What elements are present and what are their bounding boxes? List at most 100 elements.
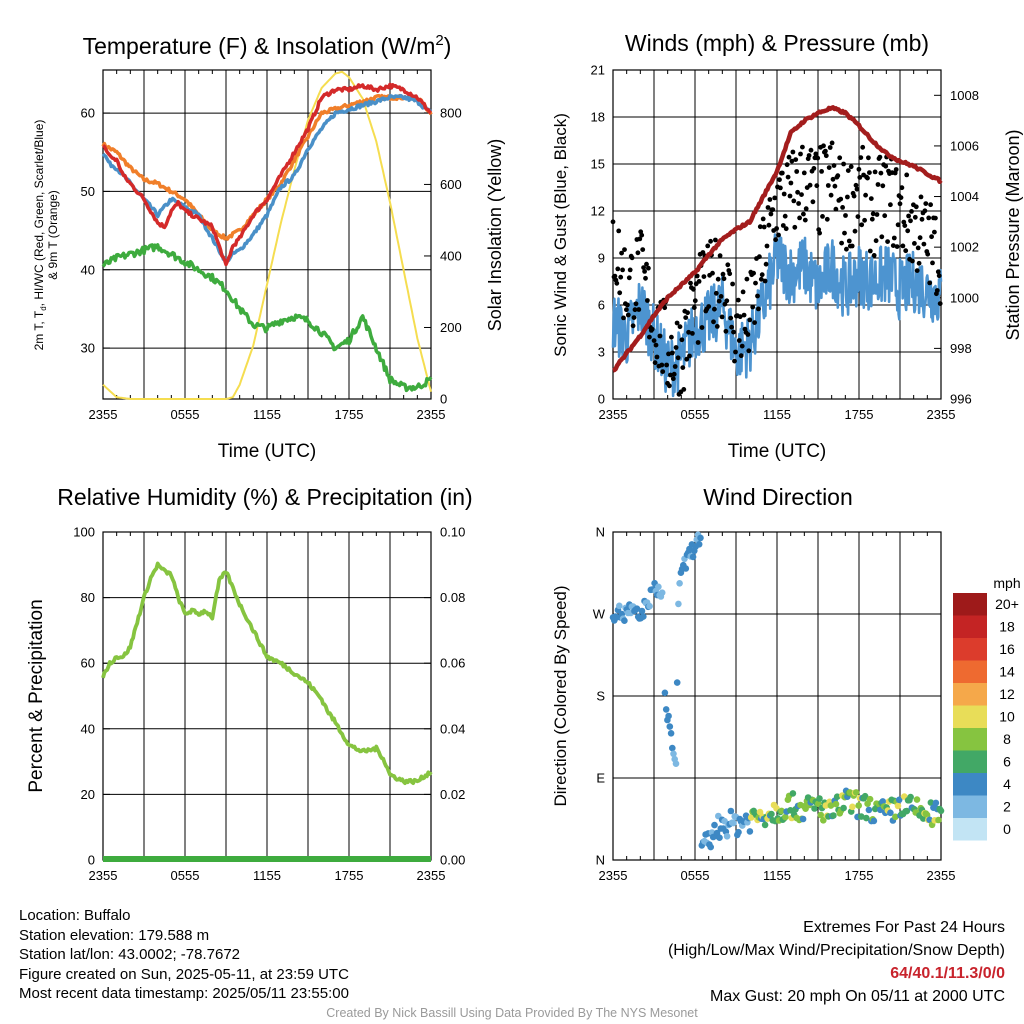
wind-gust-point: [645, 298, 650, 303]
wind-gust-point: [671, 371, 677, 377]
dir-point: [655, 583, 662, 591]
wind-gust-point: [687, 353, 692, 359]
dir-point: [895, 796, 903, 804]
legend-label: 12: [999, 686, 1015, 702]
wind-gust-point: [856, 166, 862, 172]
wind-gust-point: [764, 243, 770, 249]
wind-gust-point: [737, 314, 743, 320]
wind-gust-point: [867, 248, 873, 254]
wind-gust-point: [800, 144, 805, 150]
wind-gust-point: [630, 323, 636, 329]
dir-point: [673, 679, 681, 686]
wind-gust-point: [937, 301, 943, 306]
legend-swatch: [953, 638, 987, 661]
wind-gust-point: [897, 201, 903, 207]
temp-series-2m-t: [102, 82, 432, 267]
wind-gust-point: [828, 192, 834, 198]
wind-gust-point: [855, 214, 861, 220]
wind-gust-point: [750, 304, 756, 310]
wind-gust-point: [625, 302, 630, 308]
wind-gust-point: [746, 348, 752, 354]
legend-label: 16: [999, 641, 1015, 657]
wind-gust-point: [741, 312, 747, 318]
location-text: Location: Buffalo: [19, 907, 131, 924]
wind-gust-point: [736, 338, 742, 343]
wind-gust-point: [877, 154, 883, 160]
wind-gust-point: [776, 232, 781, 238]
wind-gust-point: [801, 211, 806, 217]
wind-gust-point: [923, 201, 929, 207]
wind-gust-point: [757, 254, 762, 260]
legend-label: 10: [999, 709, 1015, 725]
wind-ytick-label: 21: [591, 63, 605, 78]
dir-point: [782, 813, 789, 821]
temp-ytick-right-label: 800: [440, 105, 462, 120]
wind-gust-point: [659, 362, 665, 368]
rh-ytick-label: 20: [81, 787, 95, 802]
wind-gust-point: [731, 329, 736, 335]
wind-gust-point: [635, 250, 641, 256]
wind-gust-point: [932, 229, 937, 235]
dir-point: [866, 795, 874, 803]
dir-point: [672, 760, 680, 767]
dir-point: [658, 589, 666, 596]
wind-gust-point: [770, 207, 776, 213]
wind-gust-point: [721, 276, 727, 282]
dir-point: [665, 712, 672, 720]
dir-point: [747, 814, 755, 821]
wind-gust-point: [762, 278, 768, 284]
wind-gust-point: [903, 248, 909, 254]
wind-gust-point: [867, 170, 872, 176]
wind-gust-point: [786, 154, 792, 160]
dir-point: [855, 802, 862, 809]
dir-point: [827, 802, 835, 809]
wind-gust-point: [752, 320, 757, 325]
dir-point: [667, 730, 675, 737]
wind-gust-point: [713, 237, 718, 243]
temp-series-solar: [102, 70, 432, 400]
winds-pressure-panel: 2355 0555 1155 1755 235503691215182199699810…: [551, 30, 1023, 462]
dir-point: [815, 800, 822, 807]
wind-gust-point: [902, 223, 908, 229]
wind-gust-point: [921, 241, 927, 247]
dir-ytick-label: W: [593, 607, 606, 622]
dir-ylabel-left: Direction (Colored By Speed): [551, 585, 570, 806]
wind-gust-point: [885, 239, 890, 245]
wind-gust-point: [819, 169, 824, 174]
temp-title-superscript: 2: [435, 32, 443, 49]
wind-gust-point: [808, 147, 814, 153]
wind-gust-point: [620, 267, 625, 273]
wind-gust-point: [759, 272, 765, 278]
wind-gust-point: [617, 290, 623, 296]
wind-gust-point: [681, 387, 687, 392]
legend-swatch: [953, 795, 987, 818]
wind-xtick-label: 1155: [763, 407, 791, 422]
wind-gust-point: [865, 175, 870, 181]
wind-gust-point: [740, 289, 746, 295]
wind-gust-point: [626, 275, 632, 281]
wind-gust-point: [696, 279, 702, 284]
wind-gust-point: [882, 213, 888, 219]
wind-gust-point: [668, 372, 673, 378]
wind-gust-point: [905, 228, 911, 234]
wind-gust-point: [788, 180, 794, 186]
legend-label: 2: [1003, 799, 1011, 815]
wind-gust-point: [813, 151, 819, 157]
wind-gust-point: [807, 182, 813, 188]
dir-point: [865, 806, 873, 814]
wind-gust-point: [893, 167, 899, 172]
wind-gust-point: [799, 192, 804, 198]
wind-gust-point: [768, 211, 774, 217]
wind-ytick-label: 18: [591, 110, 605, 125]
wind-gust-point: [841, 161, 846, 167]
wind-gust-point: [669, 334, 674, 340]
wind-gust-point: [821, 143, 826, 149]
wind-gust-point: [888, 202, 893, 208]
dir-point: [661, 689, 669, 697]
dir-ytick-label: S: [596, 689, 605, 704]
wind-gust-point: [845, 168, 851, 174]
rh-ytick-label: 0: [88, 853, 95, 868]
legend-swatch: [953, 750, 987, 773]
wind-gust-point: [729, 324, 734, 330]
wind-gust-point: [930, 260, 935, 266]
